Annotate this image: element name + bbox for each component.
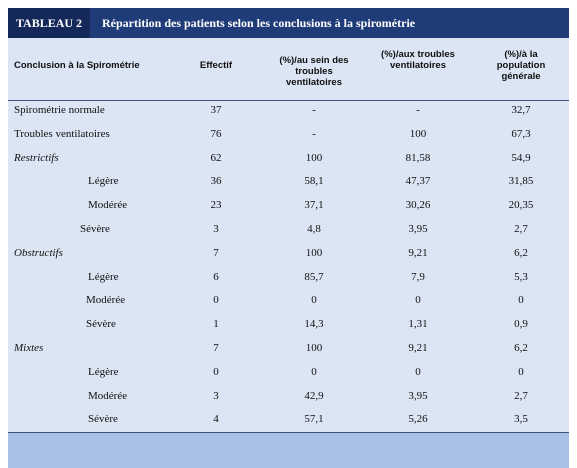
table-cell: 81,58	[405, 151, 431, 164]
row-label: Légère	[88, 175, 119, 188]
row-label: Restrictifs	[14, 151, 59, 164]
column-header: Effectif	[199, 60, 233, 71]
table-cell: 76	[210, 127, 222, 140]
row-label: Sévère	[80, 223, 110, 235]
table-cell: 7	[213, 342, 219, 354]
row-label: Troubles ventilatoires	[14, 127, 110, 140]
table-footer	[8, 432, 569, 468]
table-cell: 0	[311, 294, 317, 307]
row-label: Modérée	[88, 199, 128, 212]
table-cell: 37,1	[304, 199, 324, 212]
table-cell: 85,7	[304, 270, 324, 283]
table-cell: 7,9	[411, 270, 425, 283]
table-body	[8, 38, 569, 432]
table-cell: 5,3	[514, 270, 528, 283]
table-cell: 7	[213, 246, 219, 259]
table-cell: 54,9	[511, 151, 531, 164]
table-cell: 3,95	[408, 223, 428, 235]
table-cell: 31,85	[508, 175, 534, 188]
row-label: Mixtes	[14, 342, 44, 354]
table-cell: 0	[518, 365, 524, 378]
table-cell: 4	[213, 413, 219, 426]
table-cell: 32,7	[511, 104, 531, 116]
table-cell: 0,9	[514, 318, 528, 331]
row-label: Modérée	[86, 294, 126, 307]
row-label: Obstructifs	[14, 246, 63, 259]
row-label: Modérée	[88, 389, 128, 402]
table-cell: 100	[409, 127, 427, 140]
table-cell: 6,2	[514, 246, 528, 259]
table-cell: 1	[213, 318, 219, 331]
table-cell: 30,26	[405, 199, 431, 212]
table-cell: 23	[210, 199, 222, 212]
table-cell: 0	[518, 294, 524, 307]
table-cell: 6	[213, 270, 219, 283]
table-cell: 20,35	[508, 199, 534, 212]
table-cell: 62	[210, 151, 222, 164]
column-header: (%)/aux troubles ventilatoires	[381, 49, 455, 71]
table-cell: -	[312, 127, 316, 140]
row-label: Légère	[88, 270, 119, 283]
table-cell: 3	[213, 223, 219, 235]
table-cell: 4,8	[307, 223, 321, 235]
header-bar	[8, 8, 569, 38]
table-cell: 0	[415, 365, 421, 378]
table-cell: 36	[210, 175, 222, 188]
table-cell: 42,9	[304, 389, 324, 402]
table-cell: 57,1	[304, 413, 324, 426]
table-cell: 5,26	[408, 413, 428, 426]
table-cell: 0	[311, 365, 317, 378]
table-cell: 100	[305, 246, 323, 259]
table-cell: 0	[213, 365, 219, 378]
table-cell: 100	[305, 151, 323, 164]
table-cell: 3,95	[408, 389, 428, 402]
table-cell: 3	[213, 389, 219, 402]
table-cell: 6,2	[514, 342, 528, 354]
table-cell: -	[416, 104, 420, 116]
table-cell: 0	[213, 294, 219, 307]
column-header: (%)/à la population générale	[496, 49, 546, 82]
row-label: Spirométrie normale	[14, 104, 105, 116]
table-cell: -	[312, 104, 316, 116]
table-cell: 9,21	[408, 342, 428, 354]
table-cell: 67,3	[511, 127, 531, 140]
column-header: Conclusion à la Spirométrie	[14, 60, 140, 71]
table-cell: 58,1	[304, 175, 324, 188]
row-label: Sévère	[88, 413, 118, 426]
table-cell: 0	[415, 294, 421, 307]
table-label: TABLEAU 2	[8, 8, 90, 38]
table-cell: 2,7	[514, 223, 528, 235]
table-cell: 3,5	[514, 413, 528, 426]
table-cell: 2,7	[514, 389, 528, 402]
column-header: (%)/au sein des troubles ventilatoires	[279, 55, 349, 88]
header-separator	[8, 100, 569, 101]
row-label: Légère	[88, 365, 119, 378]
table-cell: 1,31	[408, 318, 428, 331]
table-cell: 14,3	[304, 318, 324, 331]
table-cell: 100	[305, 342, 323, 354]
table-cell: 47,37	[405, 175, 431, 188]
row-label: Sévère	[86, 318, 116, 331]
table-cell: 37	[210, 104, 222, 116]
table-title: Répartition des patients selon les concl…	[102, 16, 416, 30]
table-cell: 9,21	[408, 246, 428, 259]
